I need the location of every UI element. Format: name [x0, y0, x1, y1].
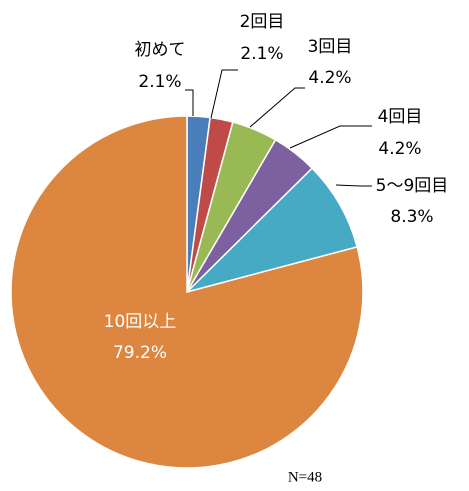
pie-slice [184, 167, 359, 294]
slice-label: 初めて [135, 40, 186, 60]
leader-line [289, 125, 372, 149]
slice-label: 4回目 [378, 107, 423, 127]
slice-value-label: 8.3% [390, 207, 433, 227]
leader-line [249, 87, 305, 128]
slice-value-label: 2.1% [138, 72, 181, 92]
slice-label: 5～9回目 [376, 176, 449, 196]
slice-label: 2回目 [240, 12, 285, 32]
slice-label: 3回目 [308, 37, 353, 57]
pie-slice [10, 115, 364, 469]
slice-value-label: 79.2% [113, 343, 167, 363]
leader-line [185, 89, 194, 116]
slice-value-label: 4.2% [378, 139, 421, 159]
slice-value-label: 2.1% [240, 44, 283, 64]
leader-line [335, 184, 372, 187]
slice-label: 10回以上 [104, 312, 177, 332]
leader-line [210, 69, 238, 119]
slice-value-label: 4.2% [308, 68, 351, 88]
annotation: N=48 [288, 469, 322, 485]
